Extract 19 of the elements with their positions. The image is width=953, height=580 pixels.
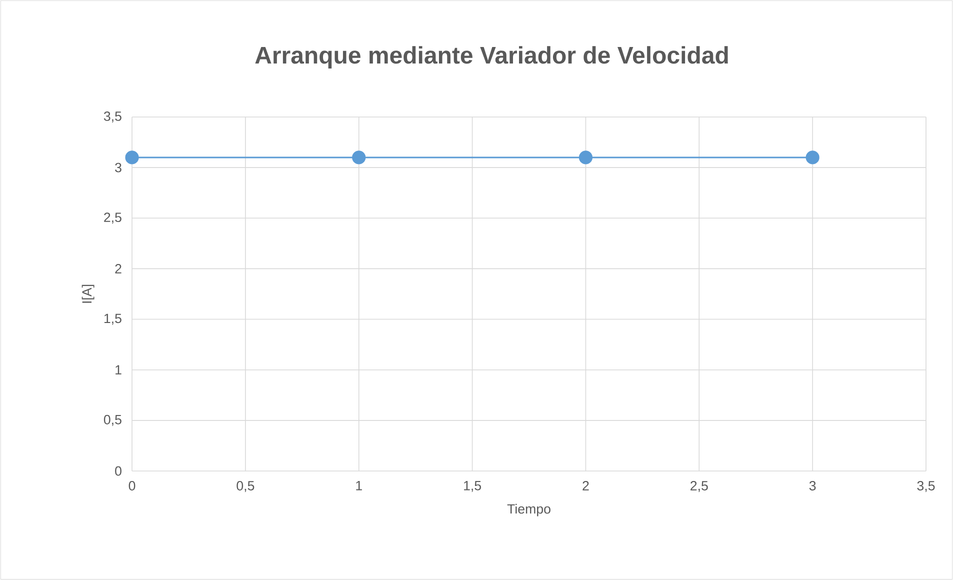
x-tick-label: 2,5 xyxy=(690,481,708,492)
y-axis-title: I[A] xyxy=(82,284,94,303)
x-tick-label: 0 xyxy=(128,481,136,490)
y-tick-label: 3,5 xyxy=(104,111,122,123)
x-tick-label: 1,5 xyxy=(464,481,481,492)
y-tick-label: 1,5 xyxy=(104,314,122,325)
y-tick-label: 1 xyxy=(116,365,122,374)
y-tick-label: 2 xyxy=(115,264,122,274)
chart-title: Arranque mediante Variador de Velocidad xyxy=(255,46,728,68)
x-tick-label: 3 xyxy=(809,481,816,490)
y-tick-label: 2,5 xyxy=(104,212,122,224)
x-tick-label: 2 xyxy=(582,481,589,490)
y-tick-label: 0 xyxy=(115,466,122,476)
x-tick-label: 0,5 xyxy=(236,481,254,492)
y-tick-label: 0,5 xyxy=(104,414,122,426)
x-axis-title: Tiempo xyxy=(507,504,550,516)
x-tick-label: 1 xyxy=(356,481,362,490)
y-tick-label: 3 xyxy=(115,162,122,172)
x-tick-label: 3,5 xyxy=(917,481,935,492)
